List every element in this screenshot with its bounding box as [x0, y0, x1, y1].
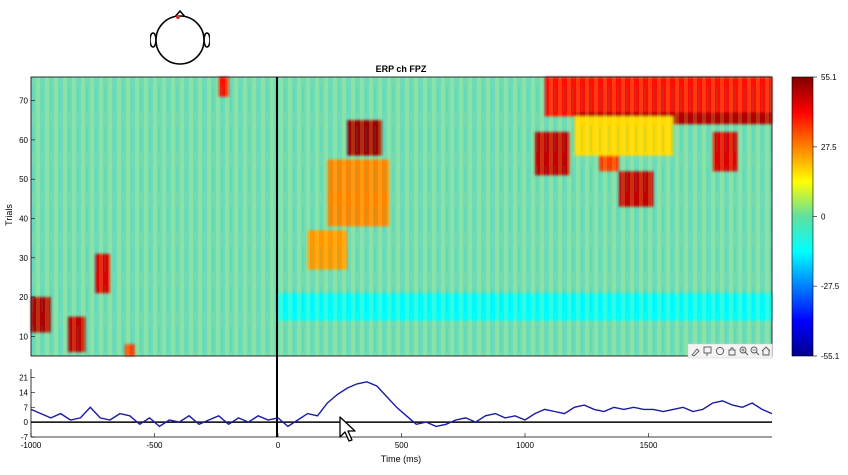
- erp-y-tick-label-0: 21: [19, 374, 28, 383]
- pan-hand-icon[interactable]: [728, 347, 736, 356]
- heatmap-panel: ERP ch FPZ Trials 10 20 30 40 50 60 70: [4, 64, 773, 357]
- colorbar-gradient: [791, 76, 814, 357]
- zoom-in-icon[interactable]: [739, 346, 749, 356]
- mouse-pointer-icon: [339, 416, 356, 442]
- heatmap-y-tick-label-5: 60: [19, 136, 28, 145]
- erp-x-tick-label-1: -500: [146, 441, 163, 450]
- colorbar-tick-label-2: 0: [821, 213, 826, 222]
- zoom-out-icon[interactable]: [750, 346, 760, 356]
- axes-toolbar: [687, 343, 773, 359]
- heatmap-y-tick-label-6: 70: [19, 97, 28, 106]
- erp-y-tick-label-1: 14: [19, 388, 28, 397]
- home-icon[interactable]: [761, 346, 771, 356]
- colorbar-tick-label-0: 55.1: [821, 73, 837, 82]
- colorbar-tick-label-4: -55.1: [821, 352, 840, 361]
- erp-x-tick-label-2: 0: [276, 441, 281, 450]
- erp-line-panel: -1000 -500 0 500 1000 1500 21 14 7 0 -7 Time (ms): [19, 369, 773, 464]
- erp-y-tick-label-3: 0: [24, 418, 29, 427]
- electrode-marker: [176, 15, 180, 19]
- erp-x-tick-label-0: -1000: [21, 441, 42, 450]
- erp-y-ticks: 21 14 7 0 -7: [19, 374, 35, 442]
- heatmap-y-tick-label-4: 50: [19, 175, 28, 184]
- heatmap-y-axis-label: Trials: [4, 204, 14, 226]
- heatmap-title: ERP ch FPZ: [376, 64, 427, 74]
- colorbar: 55.1 27.5 0 -27.5 -55.1: [791, 73, 840, 361]
- erp-x-tick-label-3: 500: [395, 441, 409, 450]
- erp-x-tick-label-5: 1500: [640, 441, 658, 450]
- erp-x-tick-label-4: 1000: [516, 441, 534, 450]
- data-tips-icon[interactable]: [703, 346, 712, 356]
- colorbar-tick-label-1: 27.5: [821, 143, 837, 152]
- erp-y-tick-label-4: -7: [21, 433, 29, 442]
- scalp-head-icon: [150, 10, 210, 65]
- erp-x-axis-label: Time (ms): [381, 454, 421, 464]
- heatmap-y-tick-label-0: 10: [19, 332, 28, 341]
- heatmap-y-tick-label-3: 40: [19, 214, 28, 223]
- rotate-icon[interactable]: [715, 346, 725, 356]
- heatmap-y-ticks: 10 20 30 40 50 60 70: [19, 97, 35, 341]
- erp-series-line: [30, 381, 773, 428]
- heatmap-y-tick-label-2: 30: [19, 254, 28, 263]
- colorbar-ticks: 55.1 27.5 0 -27.5 -55.1: [813, 73, 840, 361]
- erp-x-ticks: -1000 -500 0 500 1000 1500: [21, 433, 658, 450]
- heatmap-texture: [31, 77, 772, 356]
- axes-toolbar-background: [687, 343, 773, 359]
- heatmap-y-tick-label-1: 20: [19, 293, 28, 302]
- heatmap-frame: [30, 76, 773, 357]
- brush-icon[interactable]: [691, 348, 700, 357]
- erp-y-tick-label-2: 7: [24, 403, 29, 412]
- colorbar-tick-label-3: -27.5: [821, 282, 840, 291]
